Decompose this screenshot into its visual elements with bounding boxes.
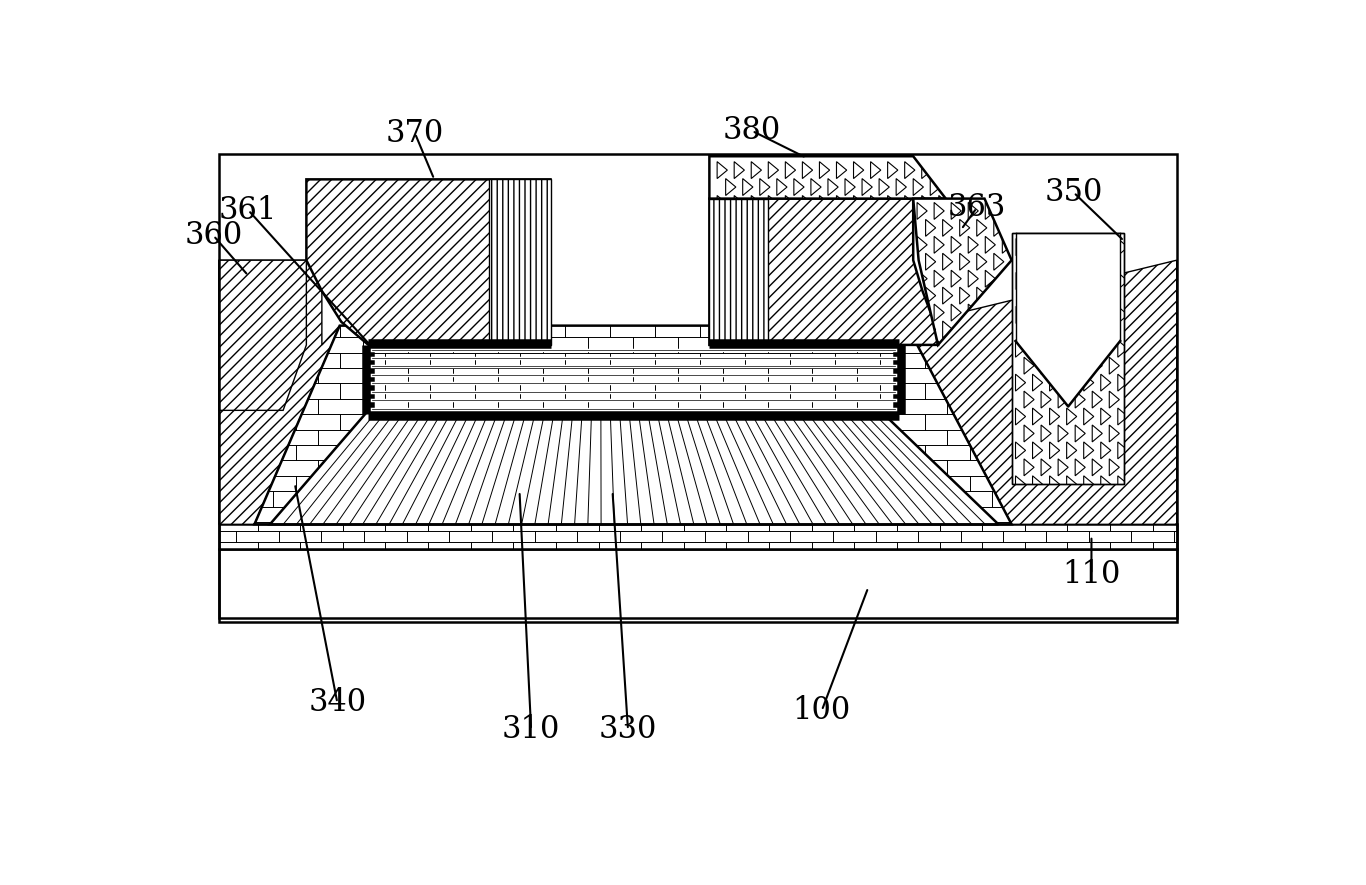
Polygon shape xyxy=(709,198,768,345)
Polygon shape xyxy=(219,549,1176,619)
Text: 330: 330 xyxy=(598,714,657,745)
Polygon shape xyxy=(907,260,1176,524)
Polygon shape xyxy=(219,260,340,524)
Text: 360: 360 xyxy=(184,220,243,251)
Polygon shape xyxy=(489,180,550,345)
Text: 340: 340 xyxy=(309,688,366,719)
Text: 310: 310 xyxy=(501,714,560,745)
Polygon shape xyxy=(306,180,550,345)
Text: 370: 370 xyxy=(385,118,444,149)
Polygon shape xyxy=(709,198,938,345)
Polygon shape xyxy=(914,198,1012,345)
Text: 100: 100 xyxy=(792,695,851,727)
Polygon shape xyxy=(219,260,306,411)
Polygon shape xyxy=(219,524,1176,549)
Text: 380: 380 xyxy=(723,115,781,146)
Text: 110: 110 xyxy=(1063,558,1120,590)
Polygon shape xyxy=(1012,234,1124,483)
Text: 350: 350 xyxy=(1045,177,1102,208)
Polygon shape xyxy=(1015,234,1120,406)
Polygon shape xyxy=(254,326,1012,524)
Text: 363: 363 xyxy=(948,192,1005,223)
Text: 361: 361 xyxy=(219,195,277,226)
Polygon shape xyxy=(709,157,945,198)
Polygon shape xyxy=(270,411,999,524)
Bar xyxy=(219,154,1176,622)
